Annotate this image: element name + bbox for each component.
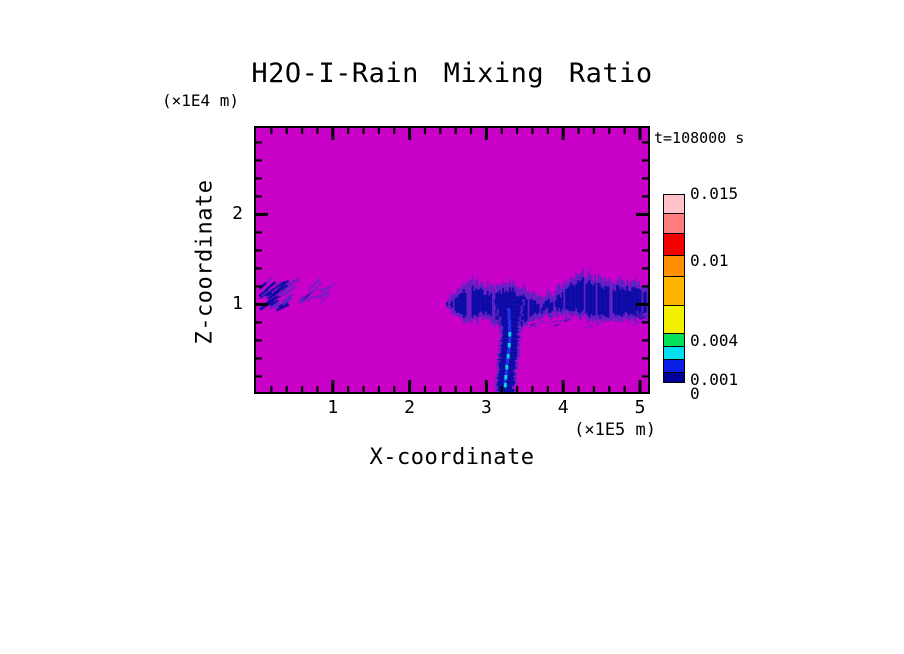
colorbar-segment bbox=[663, 305, 685, 336]
colorbar-tick-label: 0.015 bbox=[690, 184, 739, 203]
colorbar bbox=[663, 194, 685, 383]
x-axis-tick-label: 2 bbox=[404, 397, 416, 418]
y-axis-units-label: (×1E4 m) bbox=[162, 91, 240, 110]
y-axis-tick-label: 1 bbox=[232, 293, 243, 315]
x-axis-title: X-coordinate bbox=[369, 445, 535, 470]
plot-title: H2O-I-Rain Mixing Ratio bbox=[251, 58, 653, 89]
colorbar-segment bbox=[663, 213, 685, 235]
colorbar-tick-label: 0.01 bbox=[690, 251, 729, 270]
y-axis-title: Z-coordinate bbox=[192, 179, 218, 345]
x-axis-tick-label: 5 bbox=[634, 397, 646, 418]
colorbar-segment bbox=[663, 255, 685, 278]
colorbar-segment bbox=[663, 232, 685, 257]
colorbar-segment bbox=[663, 371, 685, 383]
colorbar-segment bbox=[663, 194, 685, 215]
x-axis-tick-label: 4 bbox=[557, 397, 569, 418]
colorbar-tick-label: 0 bbox=[690, 384, 700, 403]
plot-area bbox=[254, 126, 650, 394]
x-axis-tick-label: 3 bbox=[480, 397, 492, 418]
colorbar-segment bbox=[663, 275, 685, 307]
colorbar-tick-label: 0.001 bbox=[690, 370, 739, 389]
y-axis-tick-label: 2 bbox=[232, 203, 243, 225]
rain-field-canvas bbox=[256, 128, 648, 392]
colorbar-tick-label: 0.004 bbox=[690, 331, 739, 350]
x-axis-tick-label: 1 bbox=[327, 397, 339, 418]
x-axis-units-label: (×1E5 m) bbox=[574, 420, 656, 440]
time-annotation: t=108000 s bbox=[654, 129, 745, 147]
